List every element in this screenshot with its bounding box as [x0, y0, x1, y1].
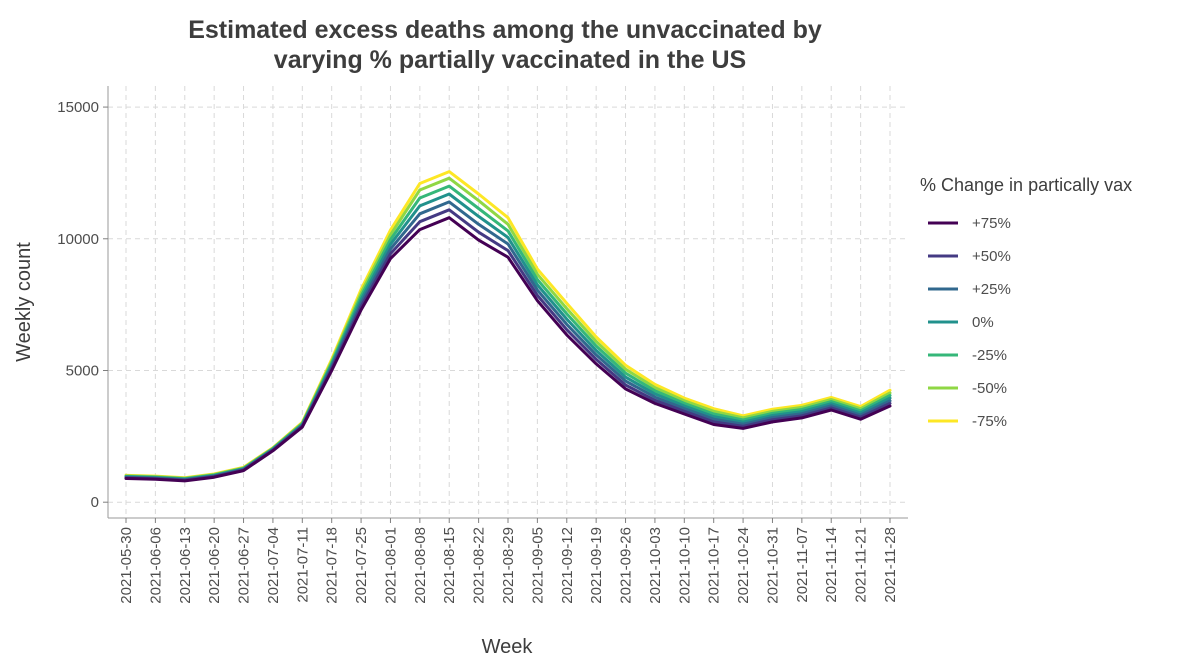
x-tick-label: 2021-06-13: [177, 527, 194, 604]
x-tick-label: 2021-08-29: [500, 527, 517, 604]
legend: % Change in partically vax +75% +50% +25% 0…: [920, 175, 1132, 430]
x-tick-label: 2021-08-15: [441, 527, 458, 604]
x-tick-label: 2021-10-17: [706, 527, 723, 604]
x-tick-label: 2021-10-03: [647, 527, 664, 604]
x-tick-label: 2021-09-12: [559, 527, 576, 604]
chart-title-line-1: Estimated excess deaths among the unvacc…: [188, 16, 822, 44]
legend-title: % Change in partically vax: [920, 175, 1132, 195]
legend-label: +50%: [972, 248, 1011, 265]
series-line: [124, 192, 892, 481]
legend-items: +75% +50% +25% 0% -25% -50% -75%: [928, 215, 1011, 430]
x-tick-label: 2021-06-20: [206, 527, 223, 604]
x-tick-label: 2021-06-06: [147, 527, 164, 604]
y-tick-label: 0: [91, 494, 99, 511]
x-tick-label: 2021-11-21: [853, 527, 870, 603]
x-tick-label: 2021-11-28: [882, 527, 899, 603]
series-line: [124, 176, 892, 480]
legend-label: +25%: [972, 281, 1011, 298]
x-tick-label: 2021-09-19: [588, 527, 605, 604]
x-tick-label: 2021-07-25: [353, 527, 370, 604]
x-axis-ticks: 2021-05-30 2021-06-06 2021-06-13 2021-06-20…: [118, 518, 899, 604]
y-tick-label: 15000: [57, 99, 99, 116]
legend-label: -75%: [972, 413, 1007, 430]
x-tick-label: 2021-07-18: [324, 527, 341, 604]
y-tick-label: 5000: [66, 362, 99, 379]
legend-label: +75%: [972, 215, 1011, 232]
x-tick-label: 2021-07-11: [294, 527, 311, 603]
series-line: [124, 216, 892, 483]
x-tick-label: 2021-08-01: [382, 527, 399, 604]
grid: [108, 86, 908, 518]
x-tick-label: 2021-07-04: [265, 527, 282, 604]
x-axis-title: Week: [482, 636, 534, 655]
chart-title-line-2: varying % partially vaccinated in the US: [274, 46, 746, 74]
y-tick-label: 10000: [57, 231, 99, 248]
x-tick-label: 2021-09-05: [529, 527, 546, 604]
x-tick-label: 2021-05-30: [118, 527, 135, 604]
x-tick-label: 2021-10-31: [764, 527, 781, 604]
x-tick-label: 2021-11-14: [823, 527, 840, 603]
legend-label: -50%: [972, 380, 1007, 397]
y-axis-ticks: 0 5000 10000 15000: [57, 99, 108, 511]
x-tick-label: 2021-08-08: [412, 527, 429, 604]
x-tick-label: 2021-10-10: [676, 527, 693, 604]
y-axis-title: Weekly count: [13, 242, 35, 362]
x-tick-label: 2021-09-26: [618, 527, 635, 604]
x-tick-label: 2021-08-22: [471, 527, 488, 604]
x-tick-label: 2021-11-07: [794, 527, 811, 603]
legend-label: -25%: [972, 347, 1007, 364]
x-tick-label: 2021-10-24: [735, 527, 752, 604]
legend-label: 0%: [972, 314, 994, 331]
x-tick-label: 2021-06-27: [236, 527, 253, 604]
series-lines: [124, 170, 892, 483]
